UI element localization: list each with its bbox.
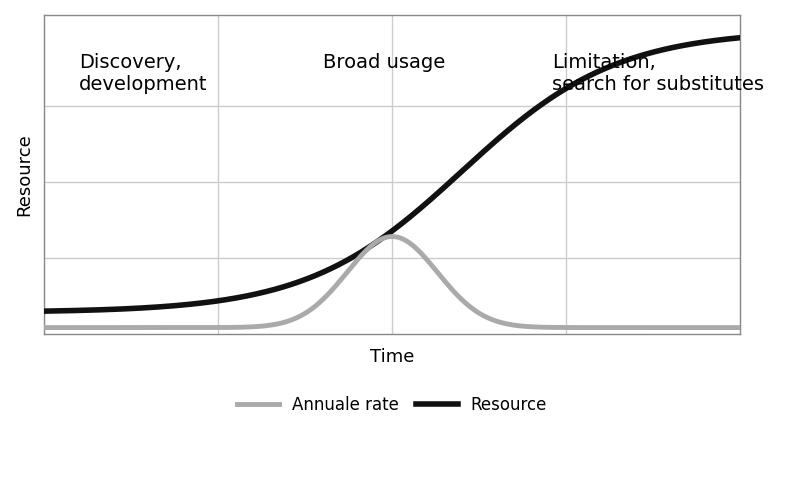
Y-axis label: Resource: Resource bbox=[15, 133, 33, 216]
Annuale rate bbox=[583, 324, 593, 330]
Text: Limitation,
search for substitutes: Limitation, search for substitutes bbox=[553, 53, 765, 94]
Annuale rate bbox=[518, 324, 528, 329]
Line: Annuale rate: Annuale rate bbox=[44, 237, 741, 327]
Line: Resource: Resource bbox=[44, 38, 741, 311]
Legend: Annuale rate, Resource: Annuale rate, Resource bbox=[230, 390, 554, 421]
Annuale rate bbox=[110, 324, 120, 330]
Resource bbox=[518, 116, 527, 122]
Resource bbox=[39, 308, 49, 314]
Annuale rate bbox=[346, 265, 355, 271]
Annuale rate bbox=[387, 234, 397, 240]
Annuale rate bbox=[39, 324, 49, 330]
Annuale rate bbox=[736, 324, 746, 330]
Resource bbox=[321, 268, 330, 274]
Resource bbox=[110, 306, 120, 312]
Annuale rate bbox=[321, 294, 330, 300]
X-axis label: Time: Time bbox=[370, 348, 414, 366]
Resource bbox=[736, 35, 746, 41]
Resource bbox=[346, 255, 355, 261]
Annuale rate bbox=[595, 324, 605, 330]
Text: Broad usage: Broad usage bbox=[322, 53, 445, 72]
Resource bbox=[582, 74, 592, 80]
Text: Discovery,
development: Discovery, development bbox=[79, 53, 207, 94]
Resource bbox=[595, 68, 605, 74]
